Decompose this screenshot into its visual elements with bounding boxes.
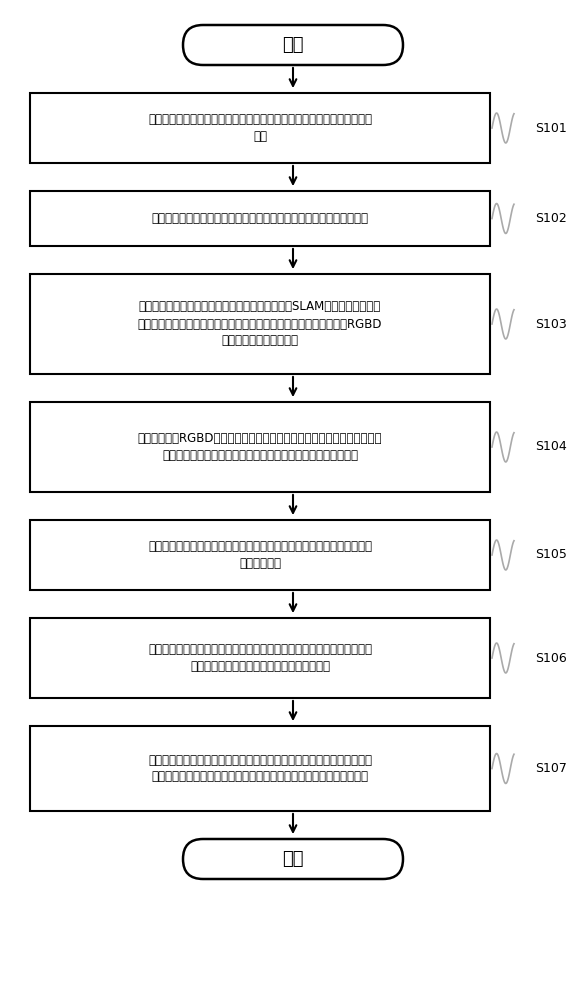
Text: 开始: 开始 <box>282 36 303 54</box>
FancyBboxPatch shape <box>30 402 490 492</box>
FancyBboxPatch shape <box>30 726 490 811</box>
Text: 联网的多台三维打印机将打印完成的信号与相应的打印机编号给服务器主
控端: 联网的多台三维打印机将打印完成的信号与相应的打印机编号给服务器主 控端 <box>148 113 372 143</box>
FancyBboxPatch shape <box>30 618 490 698</box>
Text: 结束: 结束 <box>282 850 303 868</box>
Text: S103: S103 <box>535 318 567 330</box>
FancyBboxPatch shape <box>183 25 403 65</box>
Text: S104: S104 <box>535 440 567 454</box>
Text: 移动机械臂接收抓取信号对相应位置的机械臂通过SLAM同步导航与定位技
术进行打印机位置的粗定位，将机械臂移动至打印机周围，并且使得RGBD
相机位于待抓取工件一: 移动机械臂接收抓取信号对相应位置的机械臂通过SLAM同步导航与定位技 术进行打印… <box>138 300 382 348</box>
Text: S101: S101 <box>535 121 567 134</box>
Text: S105: S105 <box>535 548 567 562</box>
Text: 若抓取失败或待抓取零件的位置位于机械工作空间的范围以外，重新调整
移动平台的位置调整抓取力重新完成抓取工作: 若抓取失败或待抓取零件的位置位于机械工作空间的范围以外，重新调整 移动平台的位置… <box>148 643 372 673</box>
Text: S102: S102 <box>535 212 567 225</box>
FancyBboxPatch shape <box>30 191 490 246</box>
Text: 抓取完毕后将打印零件放置到移动机器人平台，将打印件托运至货架处，
放置于对应的货架位置，完成柔性抓取过程．移动机器人回到工作原点: 抓取完毕后将打印零件放置到移动机器人平台，将打印件托运至货架处， 放置于对应的货… <box>148 754 372 784</box>
Text: S107: S107 <box>535 762 567 775</box>
Text: S106: S106 <box>535 652 567 664</box>
FancyBboxPatch shape <box>30 520 490 590</box>
FancyBboxPatch shape <box>183 839 403 879</box>
FancyBboxPatch shape <box>30 93 490 163</box>
Text: 视觉模块通过RGBD相机接收图像信息，通过双通道模板匹配算法识别待抓
取的物体的空间位置姿态，并将位置姿态信息发送给机械臂模块: 视觉模块通过RGBD相机接收图像信息，通过双通道模板匹配算法识别待抓 取的物体的… <box>138 432 382 462</box>
Text: 机械臂模块获取抓取信息，通过轨迹规划进行机械臂抓取，并将抓取成功
与否结果反馈: 机械臂模块获取抓取信息，通过轨迹规划进行机械臂抓取，并将抓取成功 与否结果反馈 <box>148 540 372 570</box>
FancyBboxPatch shape <box>30 274 490 374</box>
Text: 服务器主控端发送待打印机的编码与位置给移动机械臂以完成抓取操作: 服务器主控端发送待打印机的编码与位置给移动机械臂以完成抓取操作 <box>151 212 369 225</box>
